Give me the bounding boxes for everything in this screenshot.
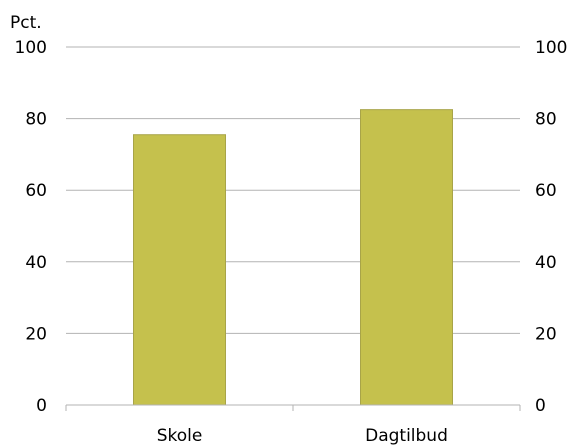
- y-tick-right-0: 0: [535, 396, 546, 416]
- y-tick-right-60: 60: [535, 181, 557, 201]
- y-tick-right-40: 40: [535, 253, 557, 273]
- y-axis-unit-label: Pct.: [10, 13, 42, 33]
- y-tick-right-80: 80: [535, 110, 557, 130]
- x-tick-label-skole: Skole: [157, 426, 203, 446]
- y-axis-left-ticks: 0 20 40 60 80 100: [15, 38, 47, 416]
- bars: [133, 109, 453, 406]
- x-tick-label-dagtilbud: Dagtilbud: [365, 426, 448, 446]
- x-axis: Skole Dagtilbud: [65, 404, 521, 446]
- y-tick-left-40: 40: [25, 253, 47, 273]
- bar-dagtilbud: [360, 109, 453, 406]
- y-tick-left-0: 0: [36, 396, 47, 416]
- y-tick-right-100: 100: [535, 38, 567, 58]
- y-tick-left-80: 80: [25, 110, 47, 130]
- y-tick-left-100: 100: [15, 38, 47, 58]
- y-tick-left-60: 60: [25, 181, 47, 201]
- bar-skole: [133, 134, 226, 406]
- y-tick-right-20: 20: [535, 324, 557, 344]
- y-axis-right-ticks: 0 20 40 60 80 100: [535, 38, 567, 416]
- y-tick-left-20: 20: [25, 324, 47, 344]
